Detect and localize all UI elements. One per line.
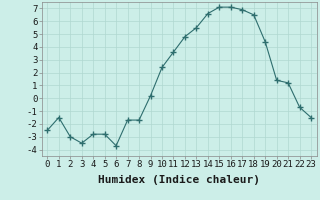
X-axis label: Humidex (Indice chaleur): Humidex (Indice chaleur)	[98, 175, 260, 185]
